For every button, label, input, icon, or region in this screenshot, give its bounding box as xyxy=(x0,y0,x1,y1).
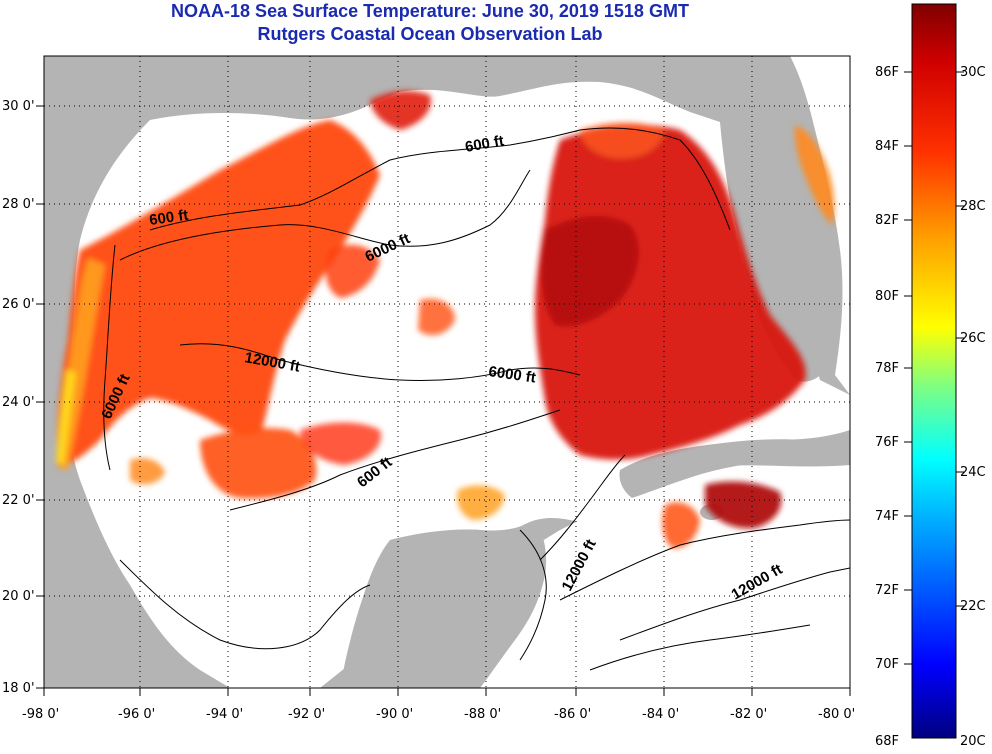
sst-patch-atlantic xyxy=(794,125,835,225)
colorbar-f-label: 70F xyxy=(875,657,899,672)
colorbar-f-label: 68F xyxy=(875,734,899,749)
sst-patch-central xyxy=(325,244,380,298)
y-tick-label: 26 0' xyxy=(2,297,35,312)
sst-patch-florida-shelf xyxy=(580,122,665,159)
x-tick-label: -90 0' xyxy=(376,707,413,722)
x-tick-label: -86 0' xyxy=(554,707,591,722)
contour-12000ft-cayman-trough xyxy=(619,567,850,641)
contour-6000ft-deep xyxy=(119,169,531,261)
atlantic-ocean-region xyxy=(790,56,850,395)
colorbar-c-label: 22C xyxy=(960,599,986,614)
contour-600ft-yucatan xyxy=(229,409,561,511)
map-frame xyxy=(43,55,851,689)
x-tick-label: -94 0' xyxy=(206,707,243,722)
sst-data-layer xyxy=(56,90,835,549)
y-tick-label: 20 0' xyxy=(2,589,35,604)
sst-patch-loop-current xyxy=(541,215,639,327)
colorbar-f-label: 82F xyxy=(875,213,899,228)
contour-shelf-yucatan-east xyxy=(519,529,547,661)
contour-shelf-campeche xyxy=(119,559,371,650)
y-tick-label: 24 0' xyxy=(2,395,35,410)
y-tick-label: 28 0' xyxy=(2,197,35,212)
colorbar-f-label: 78F xyxy=(875,361,899,376)
contour-600ft-north xyxy=(149,127,731,231)
colorbar-scale xyxy=(911,3,957,739)
sst-patch-cayman xyxy=(662,502,700,549)
map-plot-area: 600 ft 600 ft 6000 ft 12000 ft 6000 ft 6… xyxy=(44,56,850,688)
colorbar-f-label: 80F xyxy=(875,289,899,304)
x-tick-label: -96 0' xyxy=(118,707,155,722)
sst-patch-eastern-gulf xyxy=(535,124,806,460)
colorbar-f-label: 76F xyxy=(875,435,899,450)
x-tick-label: -98 0' xyxy=(22,707,59,722)
y-axis-labels: 30 0' 28 0' 26 0' 24 0' 22 0' 20 0' 18 0… xyxy=(2,99,35,696)
contour-label: 6000 ft xyxy=(487,363,536,386)
sst-patch-campeche xyxy=(200,428,317,499)
x-tick-label: -84 0' xyxy=(642,707,679,722)
yucatan-peninsula xyxy=(340,520,547,688)
colorbar-f-label: 74F xyxy=(875,509,899,524)
sst-patch-texas-nearshore xyxy=(56,370,76,465)
colorbar-c-label: 30C xyxy=(960,65,986,80)
x-tick-label: -80 0' xyxy=(818,707,855,722)
cuba-island xyxy=(619,439,850,498)
colorbar: 86F 84F 82F 80F 78F 76F 74F 72F 70F 68F … xyxy=(875,3,986,749)
map-title: NOAA-18 Sea Surface Temperature: June 30… xyxy=(171,1,689,21)
contour-6000ft-west xyxy=(103,244,116,471)
contour-12000ft-cayman-south xyxy=(589,624,811,671)
contour-6000ft-caribbean xyxy=(559,519,850,601)
x-axis-labels: -98 0' -96 0' -94 0' -92 0' -90 0' -88 0… xyxy=(22,707,855,722)
x-tick-label: -88 0' xyxy=(464,707,501,722)
graticule xyxy=(44,56,850,688)
sst-patch-yucatan-north xyxy=(457,485,505,520)
contour-12000ft-central xyxy=(179,343,581,382)
x-tick-label: -82 0' xyxy=(730,707,767,722)
y-tick-label: 30 0' xyxy=(2,99,35,114)
map-subtitle: Rutgers Coastal Ocean Observation Lab xyxy=(257,24,603,44)
central-america-land xyxy=(44,470,230,688)
y-tick-label: 22 0' xyxy=(2,493,35,508)
colorbar-c-label: 24C xyxy=(960,465,986,480)
y-tick-label: 18 0' xyxy=(2,681,35,696)
sst-patch-central-south xyxy=(300,422,381,465)
title-block: NOAA-18 Sea Surface Temperature: June 30… xyxy=(0,0,860,46)
colorbar-c-label: 28C xyxy=(960,199,986,214)
sst-patch-central-mid xyxy=(418,298,455,336)
colorbar-f-label: 84F xyxy=(875,139,899,154)
sst-patch-western-gulf xyxy=(57,120,381,468)
colorbar-ticks xyxy=(904,71,964,665)
colorbar-c-label: 26C xyxy=(960,331,986,346)
axis-ticks xyxy=(36,105,851,696)
colorbar-c-label: 20C xyxy=(960,734,986,749)
x-tick-label: -92 0' xyxy=(288,707,325,722)
contour-label: 600 ft xyxy=(464,132,506,156)
contour-label: 600 ft xyxy=(148,207,189,229)
colorbar-f-label: 86F xyxy=(875,65,899,80)
colorbar-f-label: 72F xyxy=(875,583,899,598)
sst-patch-cuba-south xyxy=(705,481,782,529)
sst-patch-louisiana xyxy=(370,90,431,130)
sst-patch-campeche-small xyxy=(130,458,165,485)
